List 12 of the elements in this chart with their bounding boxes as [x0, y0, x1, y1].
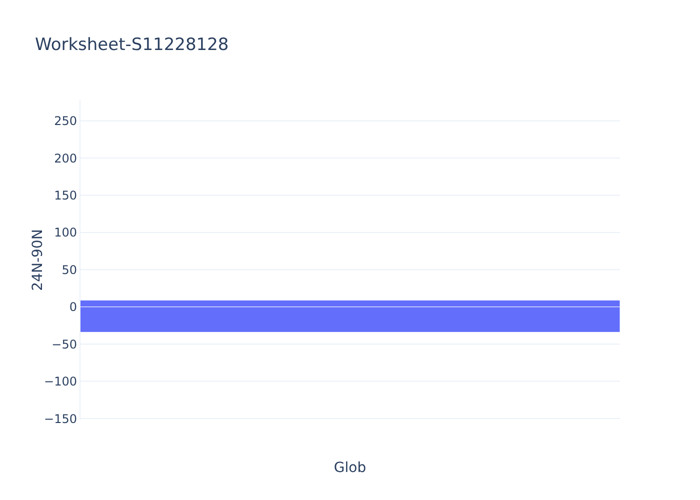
y-tick-label: −100	[44, 374, 77, 389]
y-tick-label: 50	[62, 262, 77, 277]
y-axis-title: 24N-90N	[30, 229, 46, 291]
y-tick-label: 250	[54, 114, 77, 128]
x-axis-title: Glob	[334, 460, 366, 476]
y-tick-label: 0	[69, 300, 77, 314]
y-tick-label: 100	[54, 226, 77, 240]
chart-title: Worksheet-S11228128	[35, 35, 229, 55]
y-tick-label: 150	[54, 188, 77, 203]
y-tick-label: 200	[54, 151, 77, 166]
y-tick-label: −150	[44, 412, 77, 426]
y-tick-label: −50	[52, 337, 77, 352]
